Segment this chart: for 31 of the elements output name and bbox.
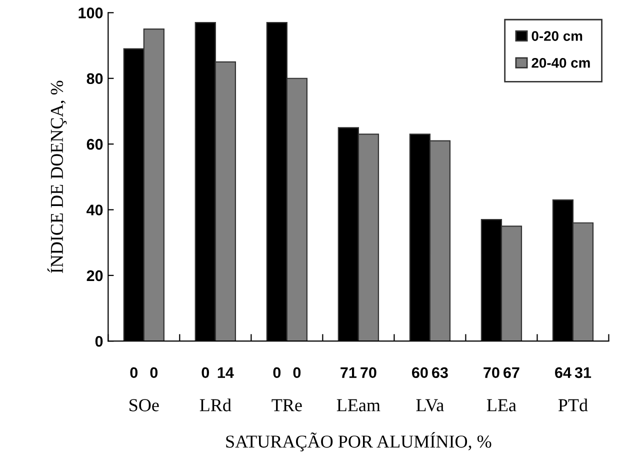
x-tick-label: PTd xyxy=(558,398,588,412)
text: 60 xyxy=(412,367,428,378)
legend-label: 20-40 cm xyxy=(532,58,590,68)
y-tick-label: 20 xyxy=(86,270,103,282)
x-axis-title: SATURAÇÃO POR ALUMÍNIO, % xyxy=(226,432,492,452)
y-tick-label: 40 xyxy=(86,204,103,216)
text: 70 xyxy=(360,367,376,378)
text: 63 xyxy=(432,367,448,378)
y-axis-title: ÍNDICE DE DOENÇA, % xyxy=(47,80,67,274)
text: 0 xyxy=(293,367,301,378)
y-tick-label: 0 xyxy=(95,336,103,347)
text: 0 xyxy=(273,367,281,378)
y-tick-label: 60 xyxy=(86,138,103,150)
y-tick-label: 100 xyxy=(78,8,103,18)
text: 71 xyxy=(340,367,356,378)
x-tick-label: LEa xyxy=(486,399,516,412)
x-tick-label: TRe xyxy=(272,399,302,412)
text: 64 xyxy=(555,367,572,378)
text: 0 xyxy=(202,367,210,378)
x-tick-label: LVa xyxy=(416,399,444,412)
y-tick-label: 80 xyxy=(86,73,103,84)
x-tick-label: LRd xyxy=(200,398,232,412)
text: 70 xyxy=(484,367,500,378)
text: 31 xyxy=(574,367,592,378)
legend-label: 0-20 cm xyxy=(532,31,582,41)
text: 0 xyxy=(150,367,158,378)
text: 67 xyxy=(504,367,520,378)
x-tick-label: LEam xyxy=(336,399,380,412)
x-tick-label: SOe xyxy=(130,399,159,412)
text: 0 xyxy=(130,367,138,378)
text: 14 xyxy=(218,367,234,378)
